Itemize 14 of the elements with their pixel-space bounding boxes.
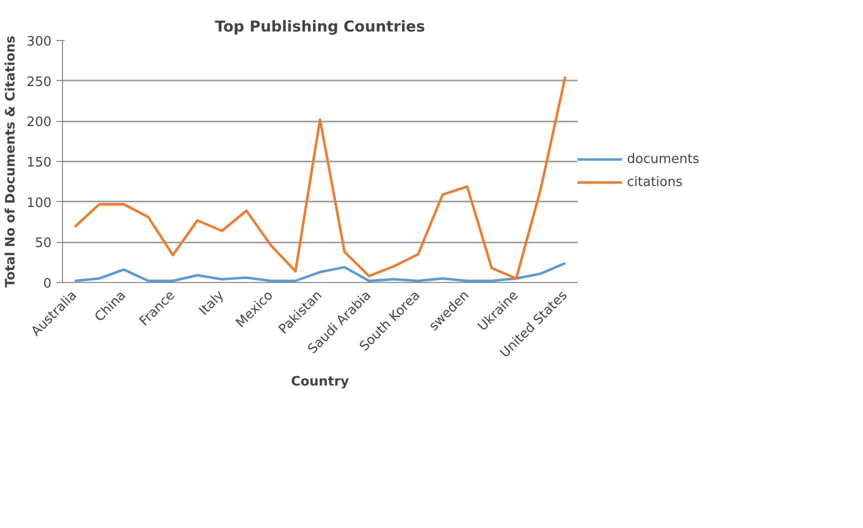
line-series (74, 262, 566, 282)
legend-label: citations (627, 174, 682, 190)
chart-title: Top Publishing Countries (214, 18, 426, 36)
legend-label: documents (627, 152, 700, 166)
y-tick-label: 250 (26, 74, 52, 90)
y-tick-label: 200 (26, 115, 52, 130)
y-tick-label: 50 (34, 236, 52, 252)
y-tick-label: 300 (26, 34, 52, 50)
y-tick-label: 150 (26, 156, 52, 170)
y-tick-label: 0 (43, 276, 52, 292)
x-axis-title: Country (290, 374, 350, 390)
line-series (74, 76, 566, 280)
y-tick-label: 100 (26, 196, 52, 211)
y-axis-title: Total No of Documents & Citations (4, 35, 19, 288)
